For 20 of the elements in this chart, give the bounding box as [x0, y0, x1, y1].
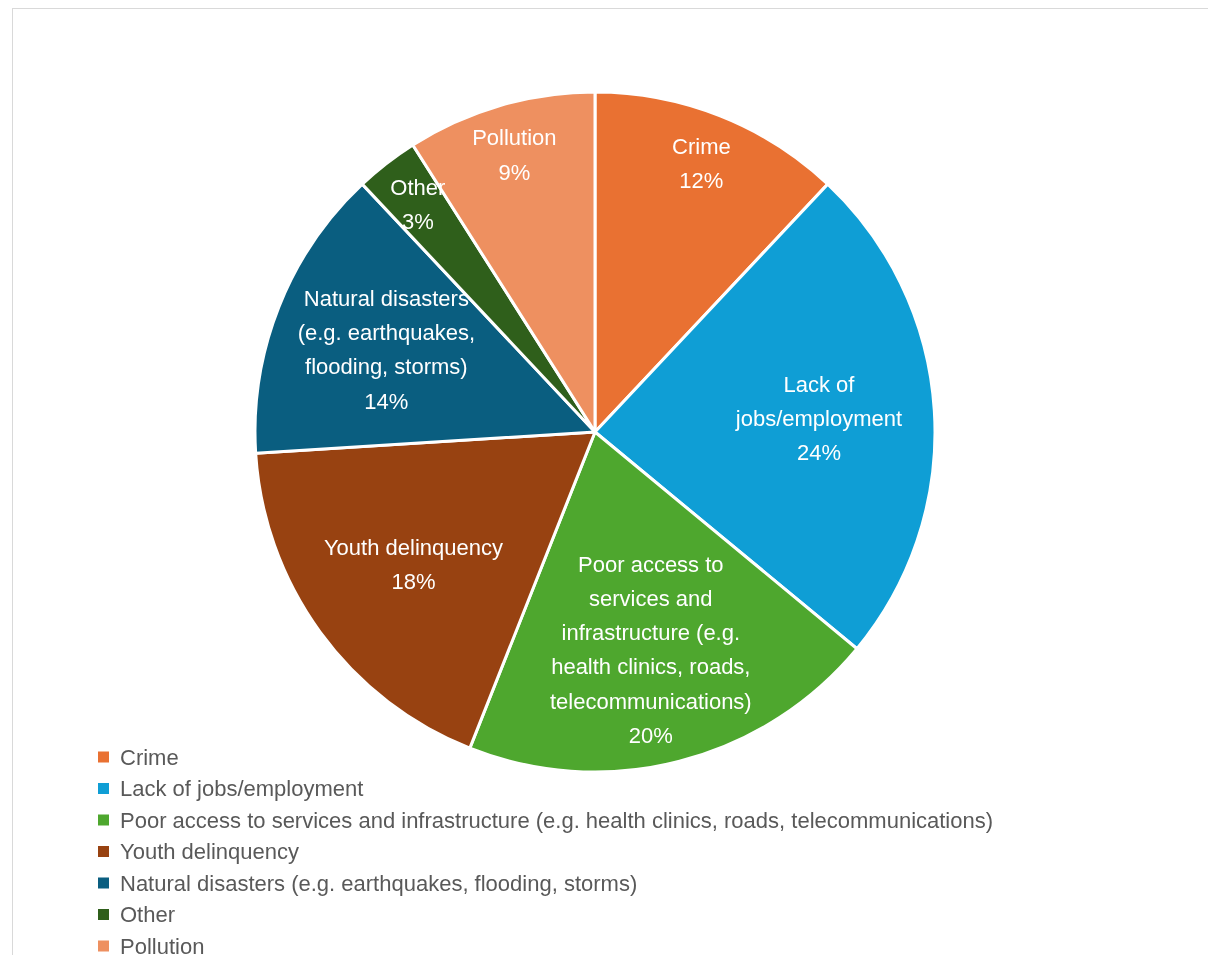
legend-label: Other	[120, 902, 176, 927]
legend-label: Lack of jobs/employment	[120, 776, 364, 801]
legend-label: Natural disasters (e.g. earthquakes, flooding, storms)	[120, 870, 638, 896]
data-label: 18%	[391, 568, 436, 594]
legend-label: Youth delinquency	[120, 839, 300, 864]
slice-label: Lack of jobs/employment	[734, 371, 903, 431]
legend-label: Pollution	[120, 933, 205, 955]
data-label: 3%	[401, 208, 434, 234]
legend-label: Poor access to services and infrastructure (e.g. health clinics, roads, telecommunications)	[120, 807, 994, 833]
slice-label: Youth delinquency	[323, 534, 503, 560]
slice-label: Crime	[672, 133, 731, 159]
slice-label: Natural disasters (e.g. earthquakes, flooding, storms)	[297, 285, 476, 379]
data-label: 24%	[796, 439, 841, 465]
slice-label: Poor access to services and infrastructure (e.g. health clinics, roads, telecommunications)	[549, 551, 752, 713]
data-label: 14%	[364, 388, 409, 414]
data-label: 9%	[498, 159, 531, 185]
data-label: 12%	[679, 167, 724, 193]
legend-label: Crime	[120, 744, 179, 770]
data-label: 20%	[628, 722, 673, 748]
slice-label: Pollution	[472, 124, 557, 150]
